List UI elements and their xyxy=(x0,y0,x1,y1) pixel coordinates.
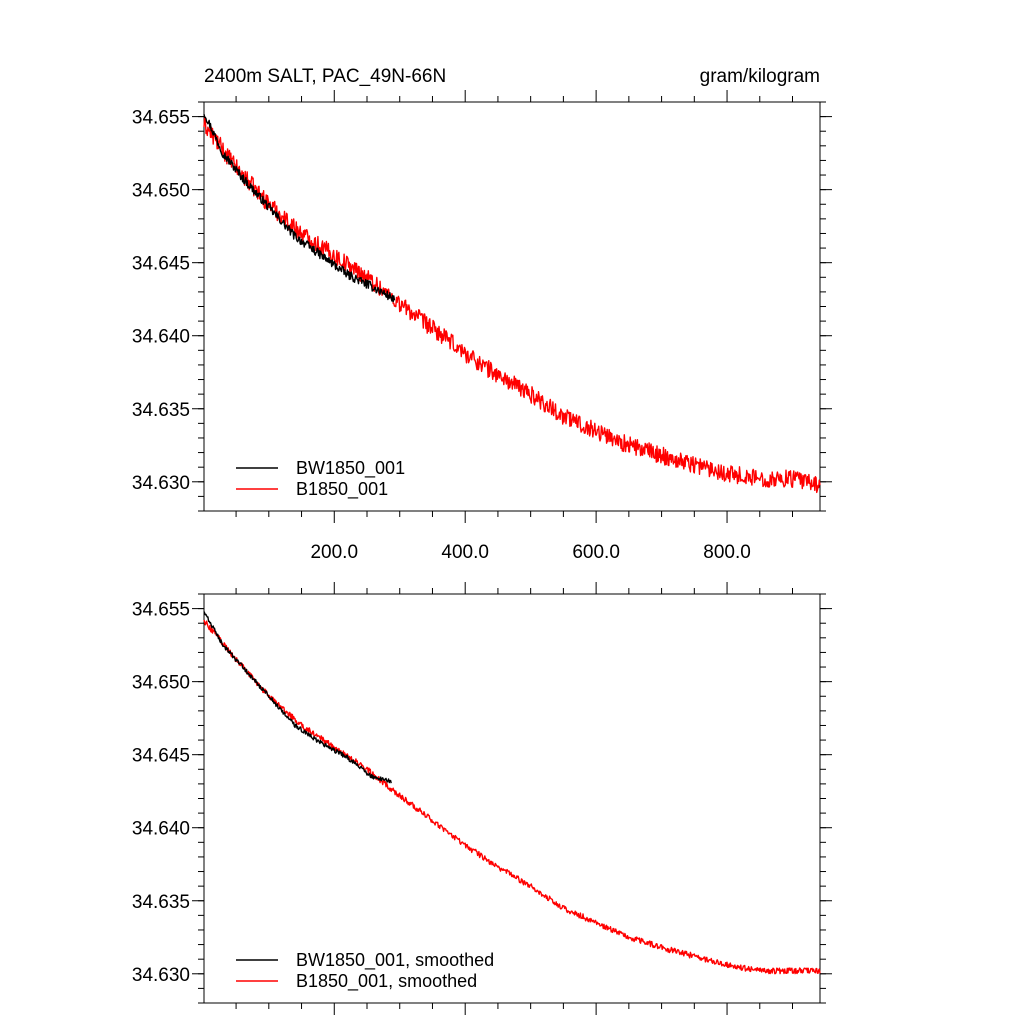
top-y-tick-label: 34.630 xyxy=(132,473,190,494)
chart-units: gram/kilogram xyxy=(700,66,820,87)
bottom-legend-label: BW1850_001, smoothed xyxy=(296,950,494,971)
chart-title: 2400m SALT, PAC_49N-66N xyxy=(204,66,446,87)
top-legend-label: B1850_001 xyxy=(296,479,388,500)
top-y-tick-label: 34.655 xyxy=(132,108,190,129)
top-x-tick-label: 600.0 xyxy=(572,542,620,563)
top-y-tick-label: 34.635 xyxy=(132,400,190,421)
top-legend-label: BW1850_001 xyxy=(296,458,405,479)
bottom-y-tick-label: 34.635 xyxy=(132,892,190,913)
top-x-tick-label: 800.0 xyxy=(703,542,751,563)
bottom-y-tick-label: 34.640 xyxy=(132,819,190,840)
top-y-tick-label: 34.645 xyxy=(132,254,190,275)
top-y-tick-label: 34.650 xyxy=(132,181,190,202)
bottom-y-tick-label: 34.645 xyxy=(132,746,190,767)
top-x-tick-label: 200.0 xyxy=(310,542,358,563)
bottom-y-tick-label: 34.655 xyxy=(132,600,190,621)
panel-top: 200.0 400.0 600.0 800.0 34.655 34.650 34.645 34… xyxy=(132,90,832,563)
top-y-tick-label: 34.640 xyxy=(132,327,190,348)
top-series-red-line xyxy=(203,116,821,494)
bottom-legend-label: B1850_001, smoothed xyxy=(296,971,477,992)
bottom-series-red-line xyxy=(203,619,821,975)
top-x-tick-label: 400.0 xyxy=(441,542,489,563)
panel-bottom: 34.655 34.650 34.645 34.640 34.635 34.630 BW18… xyxy=(132,582,832,1015)
bottom-y-tick-label: 34.650 xyxy=(132,673,190,694)
bottom-series-black-line xyxy=(203,611,392,784)
bottom-y-tick-label: 34.630 xyxy=(132,965,190,986)
top-series-black-line xyxy=(203,114,396,303)
